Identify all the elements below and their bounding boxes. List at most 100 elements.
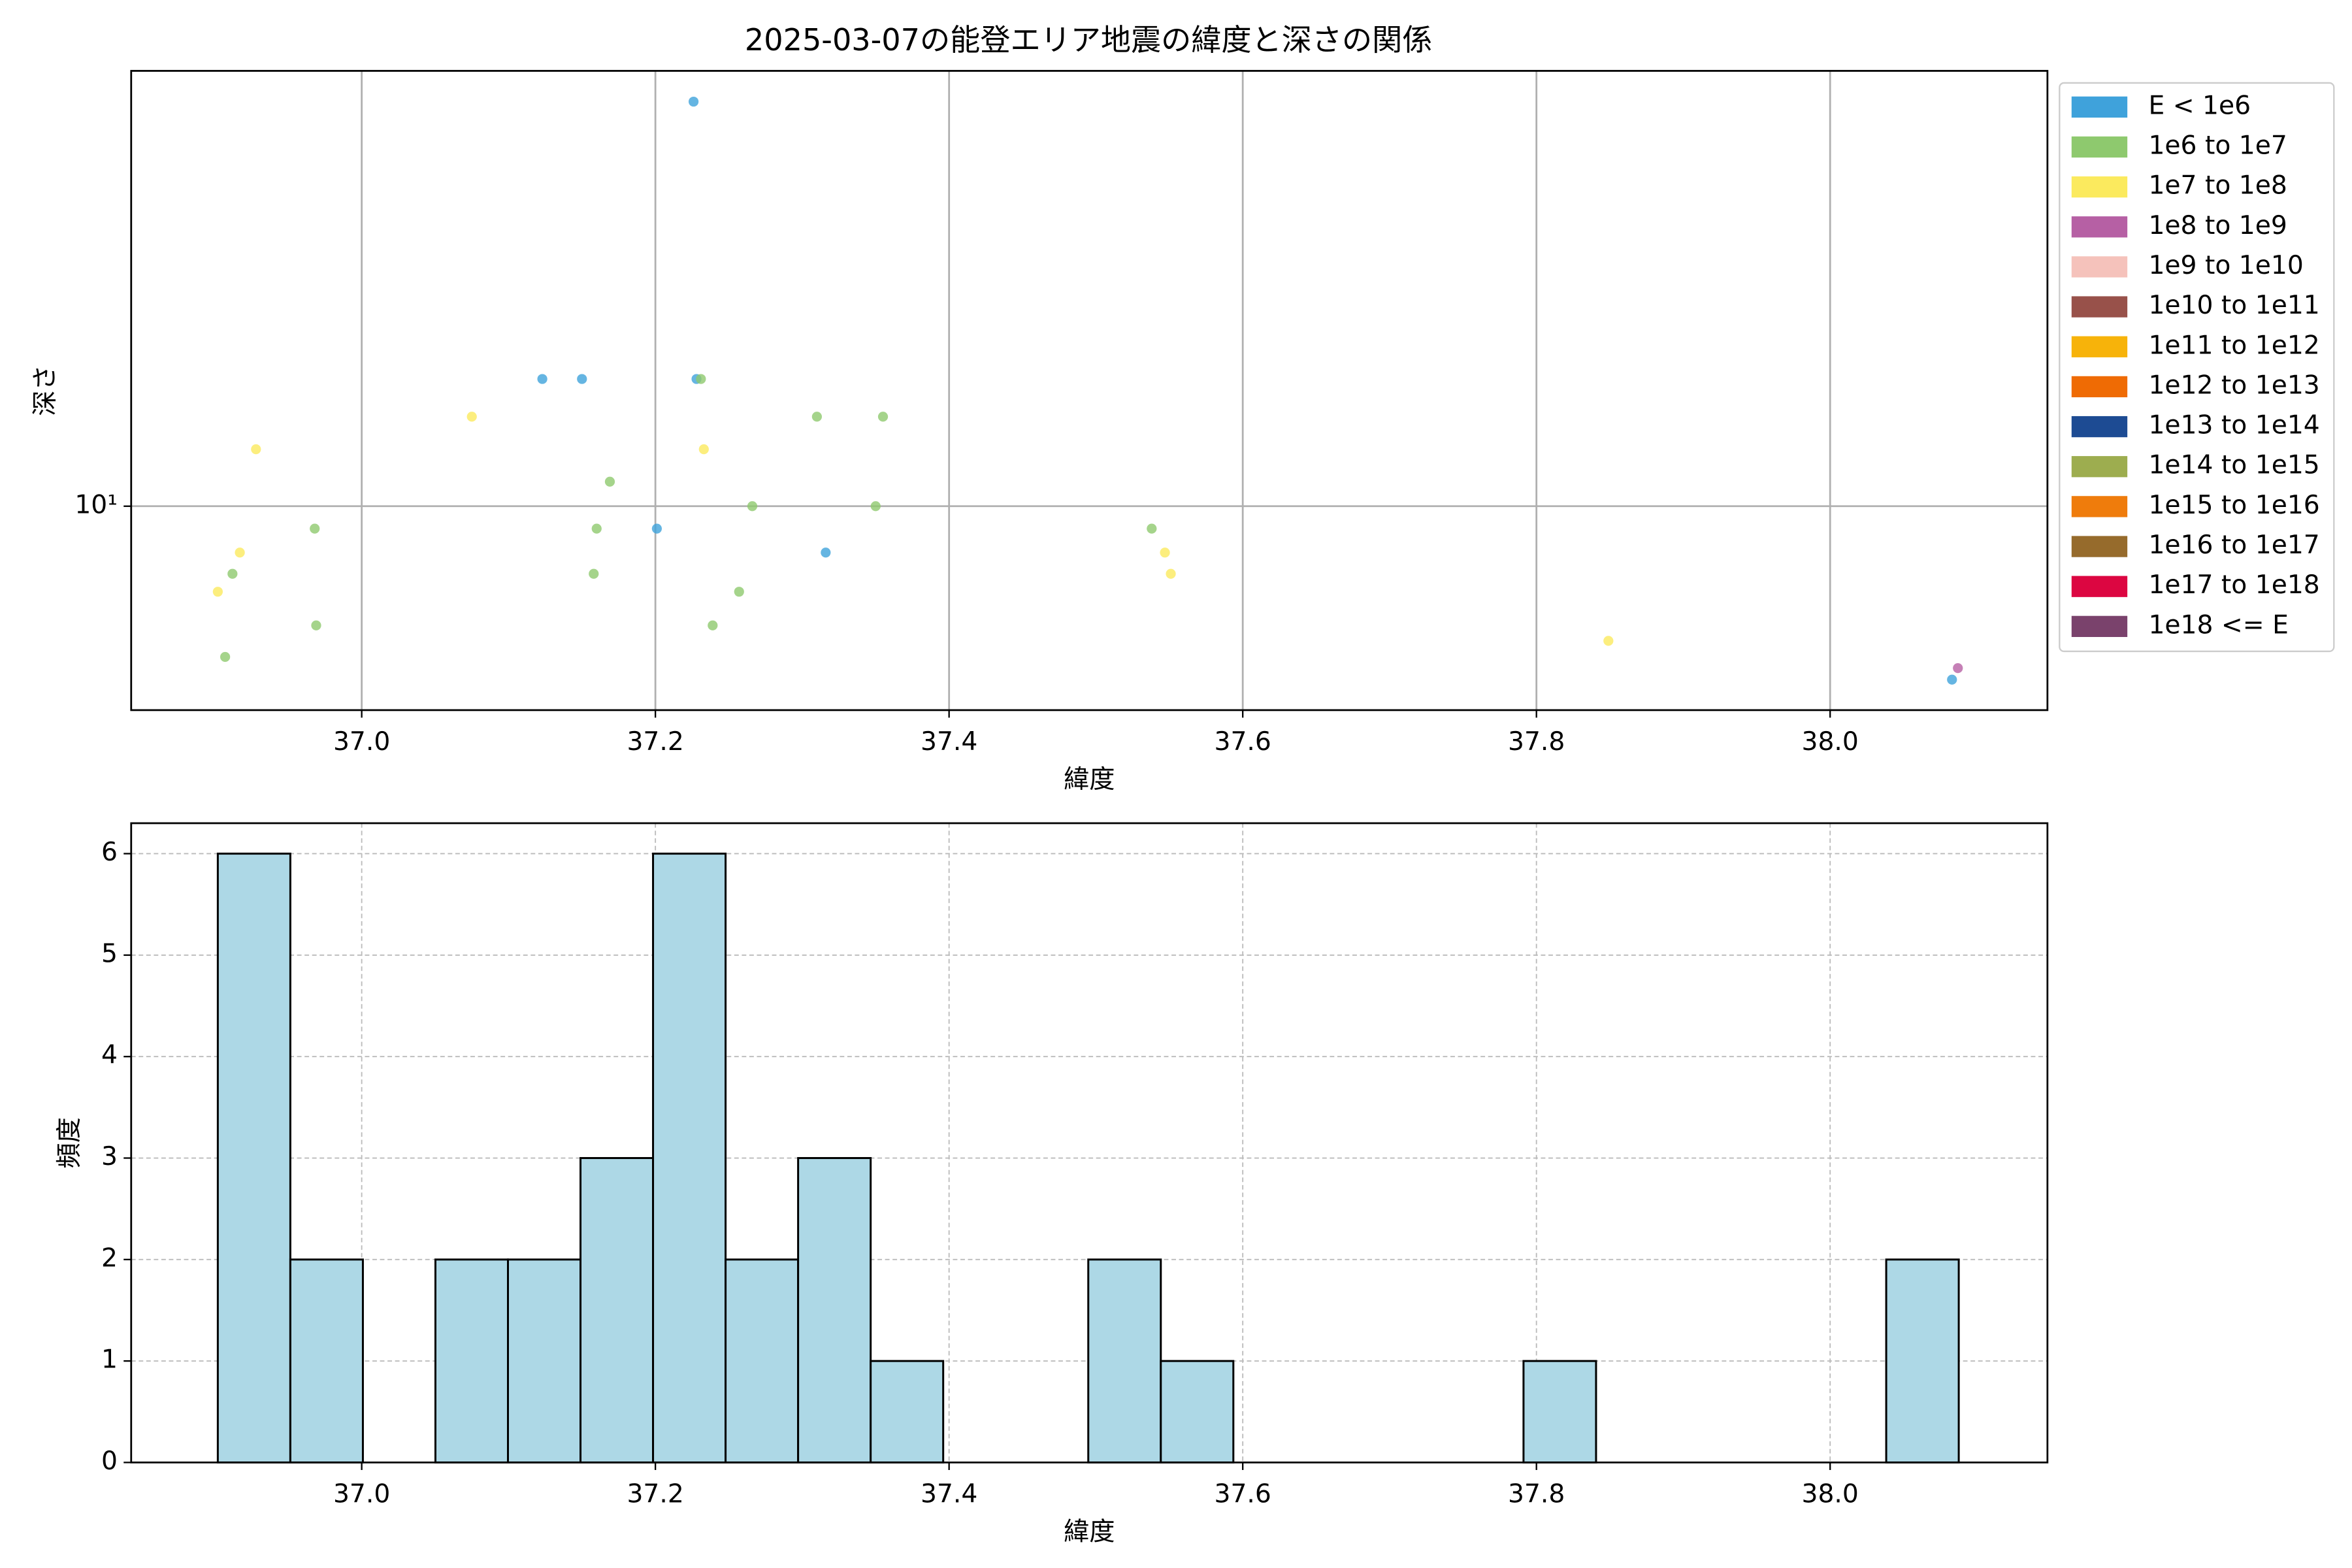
x-tick-label: 38.0	[1802, 1480, 1859, 1509]
point	[1147, 523, 1157, 534]
legend-label: 1e14 to 1e15	[2148, 451, 2319, 480]
chart-title: 2025-03-07の能登エリア地震の緯度と深さの関係	[745, 22, 1433, 57]
legend-label: 1e15 to 1e16	[2148, 491, 2319, 520]
point	[870, 501, 881, 512]
point	[466, 412, 477, 422]
legend-swatch	[2071, 615, 2128, 637]
bar	[1885, 1258, 1960, 1463]
x-axis-label: 緯度	[1064, 1517, 1115, 1546]
x-tick-label: 37.4	[921, 1480, 977, 1509]
legend-swatch	[2071, 376, 2128, 398]
point	[877, 412, 889, 422]
point	[591, 523, 602, 534]
y-tick-label: 1	[101, 1345, 118, 1375]
point	[698, 444, 709, 455]
legend-swatch	[2071, 256, 2128, 278]
bar	[725, 1258, 800, 1463]
legend-label: 1e18 <= E	[2148, 610, 2288, 640]
legend-swatch	[2071, 296, 2128, 318]
legend-swatch	[2071, 456, 2128, 478]
point	[227, 568, 238, 579]
plot-frame	[130, 822, 2049, 1463]
point	[811, 412, 822, 422]
bar	[1160, 1360, 1235, 1463]
point	[1953, 662, 1963, 674]
point	[708, 620, 718, 630]
x-axis-label: 緯度	[1064, 765, 1115, 794]
point	[821, 547, 831, 558]
legend-swatch	[2071, 536, 2128, 557]
x-tick-label: 37.0	[333, 727, 390, 757]
x-tick-label: 38.0	[1802, 727, 1859, 757]
point	[734, 587, 744, 597]
legend-label: 1e13 to 1e14	[2148, 411, 2319, 440]
point	[310, 523, 320, 534]
point	[589, 568, 599, 579]
legend-label: 1e8 to 1e9	[2148, 211, 2287, 240]
point	[212, 587, 223, 597]
y-tick-label: 3	[101, 1142, 118, 1171]
point	[251, 444, 261, 455]
y-tick-label: 4	[101, 1041, 118, 1070]
y-tick-label: 5	[101, 939, 118, 968]
point	[1160, 547, 1170, 558]
bar	[652, 853, 727, 1463]
legend-swatch	[2071, 576, 2128, 597]
bar	[870, 1360, 945, 1463]
bar	[797, 1157, 872, 1463]
y-axis-label: 頻度	[55, 1117, 84, 1168]
y-tick-label: 0	[101, 1446, 118, 1476]
x-tick-label: 37.8	[1508, 727, 1565, 757]
point	[747, 501, 758, 512]
point	[696, 374, 706, 384]
x-tick-label: 37.2	[627, 1480, 683, 1509]
legend-swatch	[2071, 216, 2128, 238]
legend-label: 1e16 to 1e17	[2148, 531, 2319, 560]
bar	[506, 1258, 582, 1463]
legend-label: 1e12 to 1e13	[2148, 370, 2319, 400]
point	[604, 476, 615, 487]
bar	[1087, 1258, 1162, 1463]
plot-frame	[130, 70, 2049, 711]
point	[311, 620, 321, 630]
x-tick-label: 37.6	[1215, 1480, 1271, 1509]
y-tick-label: 2	[101, 1243, 118, 1273]
legend-swatch	[2071, 136, 2128, 158]
point	[1166, 568, 1176, 579]
legend-swatch	[2071, 96, 2128, 118]
legend-swatch	[2071, 336, 2128, 357]
y-tick-label: 6	[101, 838, 118, 867]
legend-swatch	[2071, 176, 2128, 198]
legend-swatch	[2071, 416, 2128, 438]
point	[651, 523, 662, 534]
bar	[216, 853, 291, 1463]
x-tick-label: 37.6	[1215, 727, 1271, 757]
legend-label: 1e10 to 1e11	[2148, 291, 2319, 320]
legend-label: E < 1e6	[2148, 91, 2251, 120]
point	[688, 96, 699, 107]
point	[220, 651, 231, 662]
bar	[580, 1157, 655, 1463]
legend-label: 1e7 to 1e8	[2148, 171, 2287, 201]
point	[537, 374, 547, 384]
y-axis-label: 深さ	[31, 365, 60, 416]
x-tick-label: 37.8	[1508, 1480, 1565, 1509]
legend-label: 1e17 to 1e18	[2148, 570, 2319, 600]
bar	[1522, 1360, 1597, 1463]
legend-label: 1e6 to 1e7	[2148, 131, 2287, 161]
x-tick-label: 37.0	[333, 1480, 390, 1509]
legend-swatch	[2071, 496, 2128, 517]
legend-label: 1e11 to 1e12	[2148, 331, 2319, 360]
point	[1947, 674, 1957, 685]
x-tick-label: 37.2	[627, 727, 683, 757]
bar	[434, 1258, 509, 1463]
point	[235, 547, 245, 558]
legend-label: 1e9 to 1e10	[2148, 251, 2303, 280]
legend-box	[2059, 82, 2335, 653]
point	[1603, 636, 1614, 646]
point	[577, 374, 587, 384]
bar	[289, 1258, 364, 1463]
x-tick-label: 37.4	[921, 727, 977, 757]
